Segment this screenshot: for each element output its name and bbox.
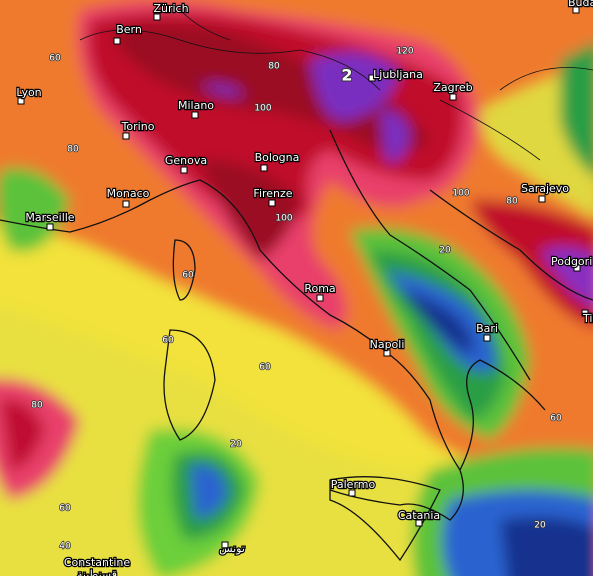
city-label: Zürich xyxy=(153,2,188,15)
city-label: Podgori xyxy=(551,255,592,268)
contour-label: 80 xyxy=(31,401,43,411)
contour-label: 2 xyxy=(341,66,352,85)
city-marker xyxy=(538,195,546,203)
city-marker xyxy=(46,223,54,231)
contour-label: 20 xyxy=(534,521,546,531)
city-marker xyxy=(221,541,229,549)
contour-label: 120 xyxy=(396,47,413,57)
contour-label: 20 xyxy=(439,246,451,256)
city-marker xyxy=(113,37,121,45)
contour-label: 80 xyxy=(506,197,518,207)
city-label: Catania xyxy=(398,509,440,522)
contour-label: 100 xyxy=(452,189,469,199)
city-marker xyxy=(191,111,199,119)
city-label: Bari xyxy=(476,322,498,335)
city-label: Monaco xyxy=(107,187,150,200)
city-marker xyxy=(483,334,491,342)
city-marker xyxy=(180,166,188,174)
contour-label: 80 xyxy=(67,145,79,155)
contour-label: 60 xyxy=(162,336,174,346)
city-marker xyxy=(153,13,161,21)
contour-label: 20 xyxy=(230,440,242,450)
contour-label: 60 xyxy=(182,271,194,281)
city-label: Napoli xyxy=(370,338,405,351)
city-label: Budapes xyxy=(568,0,593,9)
contour-label: 60 xyxy=(49,54,61,64)
city-marker xyxy=(122,200,130,208)
contour-label: 100 xyxy=(254,104,271,114)
city-label: Bern xyxy=(116,23,142,36)
city-marker xyxy=(383,349,391,357)
city-label: تونس xyxy=(219,542,245,555)
city-label: Genova xyxy=(165,154,207,167)
city-label: Ljubljana xyxy=(373,68,423,81)
contour-label: 100 xyxy=(275,214,292,224)
city-marker xyxy=(268,199,276,207)
city-label: Bologna xyxy=(255,151,300,164)
city-label: Lyon xyxy=(16,86,41,99)
city-label: Tir xyxy=(582,312,593,325)
city-markers xyxy=(17,6,589,549)
contour-label: 40 xyxy=(59,542,71,552)
city-label: Firenze xyxy=(253,187,292,200)
city-marker xyxy=(122,132,130,140)
city-label: Marseille xyxy=(25,211,74,224)
city-label: Milano xyxy=(178,99,214,112)
city-marker xyxy=(573,264,581,272)
city-marker xyxy=(260,164,268,172)
contour-label: 60 xyxy=(550,414,562,424)
coastline xyxy=(0,9,593,562)
city-label: Torino xyxy=(121,120,155,133)
city-marker xyxy=(449,93,457,101)
city-marker xyxy=(368,74,376,82)
city-label: Zagreb xyxy=(433,81,472,94)
city-label: Roma xyxy=(304,282,335,295)
contour-label: 60 xyxy=(259,363,271,373)
city-marker xyxy=(581,309,589,317)
city-label: Sarajevo xyxy=(521,182,569,195)
city-marker xyxy=(572,6,580,14)
contour-label: 60 xyxy=(59,504,71,514)
city-marker xyxy=(316,294,324,302)
city-label: قسنطينة xyxy=(77,568,117,576)
contour-label: 80 xyxy=(268,62,280,72)
city-label: Palermo xyxy=(331,478,376,491)
city-marker xyxy=(17,97,25,105)
city-marker xyxy=(415,519,423,527)
labels: Zürich Bern Budapes Lyon Milano Torino Genova B… xyxy=(15,0,593,576)
city-marker xyxy=(348,489,356,497)
city-label: Constantine xyxy=(64,556,130,569)
